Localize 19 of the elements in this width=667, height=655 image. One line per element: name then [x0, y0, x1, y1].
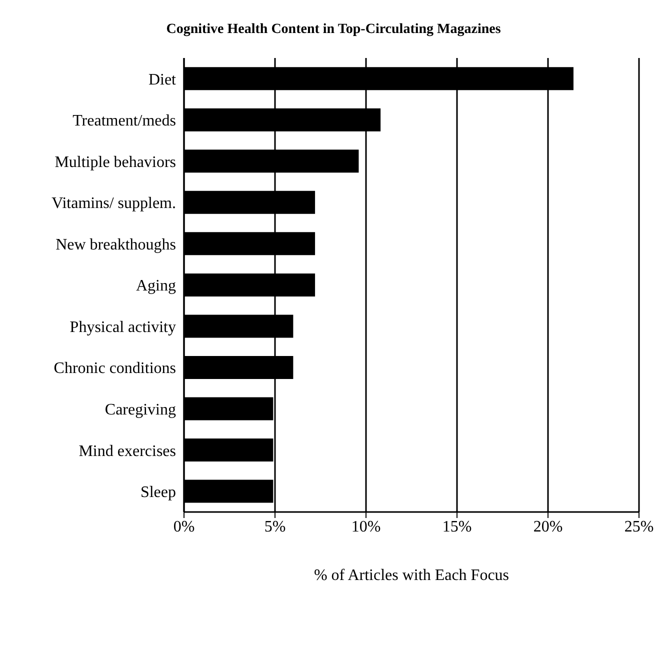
x-tick-label: 15%: [442, 518, 472, 536]
x-tick-label: 10%: [351, 518, 381, 536]
y-tick-label: New breakthoughs: [56, 236, 176, 254]
x-axis-title: % of Articles with Each Focus: [314, 567, 510, 584]
y-tick-label: Vitamins/ supplem.: [52, 195, 176, 212]
y-tick-label: Physical activity: [70, 318, 176, 336]
y-tick-label: Aging: [136, 278, 176, 295]
y-tick-label: Caregiving: [104, 402, 176, 418]
chart-title: Cognitive Health Content in Top-Circulating Magazines: [165, 22, 502, 38]
x-tick-label: 25%: [624, 518, 654, 536]
y-tick-label: Treatment/meds: [72, 112, 176, 130]
y-tick-label: Mind exercises: [78, 442, 176, 460]
x-tick-label: 0%: [173, 518, 195, 536]
x-tick-label: 5%: [264, 518, 286, 536]
y-tick-label: Multiple behaviors: [54, 154, 176, 171]
y-tick-label: Chronic conditions: [54, 360, 176, 378]
y-tick-label: Sleep: [140, 484, 176, 502]
x-tick-label: 20%: [533, 518, 563, 536]
y-tick-label: Diet: [148, 71, 177, 88]
